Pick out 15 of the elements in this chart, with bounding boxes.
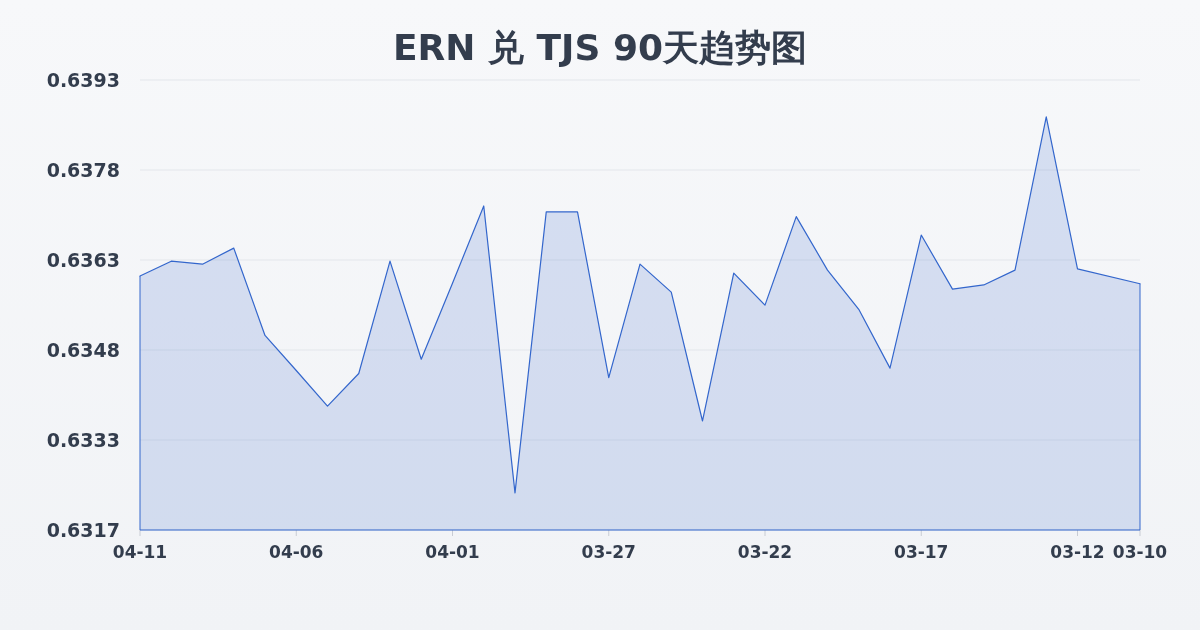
x-tick-label: 03-27 <box>581 542 636 562</box>
y-tick-label: 0.6378 <box>46 159 120 181</box>
x-tick-label: 03-17 <box>894 542 949 562</box>
y-tick-label: 0.6333 <box>46 429 120 451</box>
x-tick-label: 03-22 <box>737 542 793 562</box>
y-tick-label: 0.6393 <box>46 69 120 91</box>
y-tick-label: 0.6317 <box>46 519 120 541</box>
y-tick-label: 0.6348 <box>46 339 120 361</box>
x-tick-label: 04-11 <box>112 542 168 562</box>
x-tick-label: 04-01 <box>425 542 480 562</box>
y-tick-label: 0.6363 <box>46 249 120 271</box>
chart-title: ERN 兑 TJS 90天趋势图 <box>392 27 808 68</box>
x-tick-label: 04-06 <box>269 542 324 562</box>
x-tick-label: 03-10 <box>1112 542 1168 562</box>
x-tick-label: 03-12 <box>1050 542 1105 562</box>
